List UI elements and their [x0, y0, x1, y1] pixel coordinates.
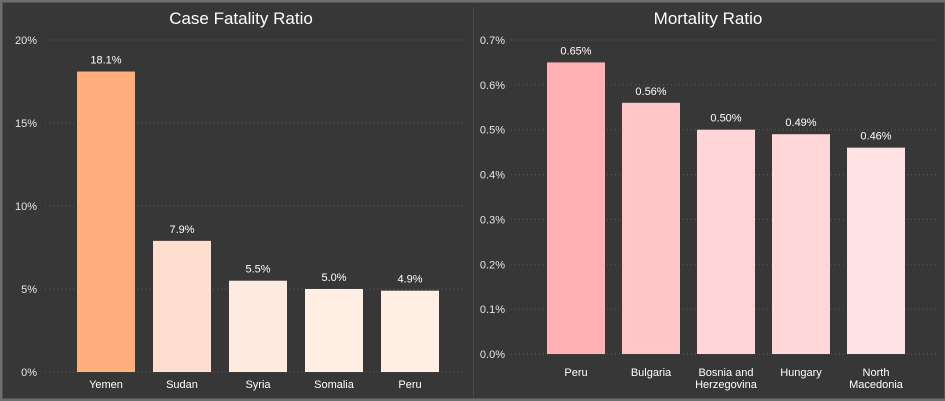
y-tick-label: 0.2%	[480, 259, 505, 271]
bar	[772, 134, 830, 354]
chart-title: Mortality Ratio	[654, 9, 763, 28]
x-tick-label: Hungary	[780, 367, 822, 379]
y-tick-label: 10%	[15, 201, 37, 213]
x-tick-label: Peru	[398, 379, 421, 391]
y-tick-label: 0.5%	[480, 125, 505, 137]
x-tick-label: Somalia	[314, 379, 355, 391]
data-label: 0.65%	[560, 45, 591, 57]
y-tick-label: 0.0%	[480, 349, 505, 361]
data-label: 0.56%	[635, 86, 666, 98]
bar	[153, 240, 211, 372]
x-tick-label: Peru	[564, 367, 587, 379]
data-label: 0.49%	[785, 117, 816, 129]
bar	[77, 71, 135, 372]
y-tick-label: 0.7%	[480, 35, 505, 47]
case-fatality-chart: Case Fatality Ratio 0% 5% 10% 15% 20% 18.1% Yem…	[15, 9, 463, 391]
panel-divider	[473, 7, 474, 397]
x-tick-label: Bosnia and Herzegovina	[695, 367, 758, 391]
y-tick-label: 0%	[21, 367, 37, 379]
data-label: 4.9%	[397, 274, 422, 286]
chart-title: Case Fatality Ratio	[169, 9, 313, 28]
y-tick-label: 15%	[15, 118, 37, 130]
y-tick-label: 0.3%	[480, 214, 505, 226]
bar	[381, 290, 439, 372]
x-tick-label: Yemen	[89, 379, 123, 391]
mortality-panel: Mortality Ratio 0.0% 0.1% 0.2% 0.3% 0.4% 0.5% 0…	[473, 3, 944, 398]
x-tick-label: Sudan	[166, 379, 198, 391]
y-tick-label: 5%	[21, 284, 37, 296]
data-label: 18.1%	[90, 55, 121, 67]
bar	[547, 62, 605, 355]
data-label: 5.5%	[245, 264, 270, 276]
y-tick-label: 0.4%	[480, 170, 505, 182]
x-tick-label: Syria	[245, 379, 271, 391]
bar	[697, 129, 755, 354]
bar	[229, 280, 287, 372]
y-tick-label: 20%	[15, 35, 37, 47]
case-fatality-panel: Case Fatality Ratio 0% 5% 10% 15% 20% 18.1% Yem…	[3, 3, 473, 398]
mortality-chart: Mortality Ratio 0.0% 0.1% 0.2% 0.3% 0.4% 0.5% 0…	[480, 9, 938, 391]
data-label: 7.9%	[169, 224, 194, 236]
data-label: 0.46%	[860, 131, 891, 143]
y-tick-label: 0.6%	[480, 80, 505, 92]
data-label: 0.50%	[710, 113, 741, 125]
x-tick-label: Bulgaria	[631, 367, 672, 379]
data-label: 5.0%	[321, 272, 346, 284]
y-tick-label: 0.1%	[480, 304, 505, 316]
bar	[305, 289, 363, 372]
bar	[622, 102, 680, 354]
x-tick-label: North Macedonia	[849, 367, 904, 391]
bar	[847, 147, 905, 354]
